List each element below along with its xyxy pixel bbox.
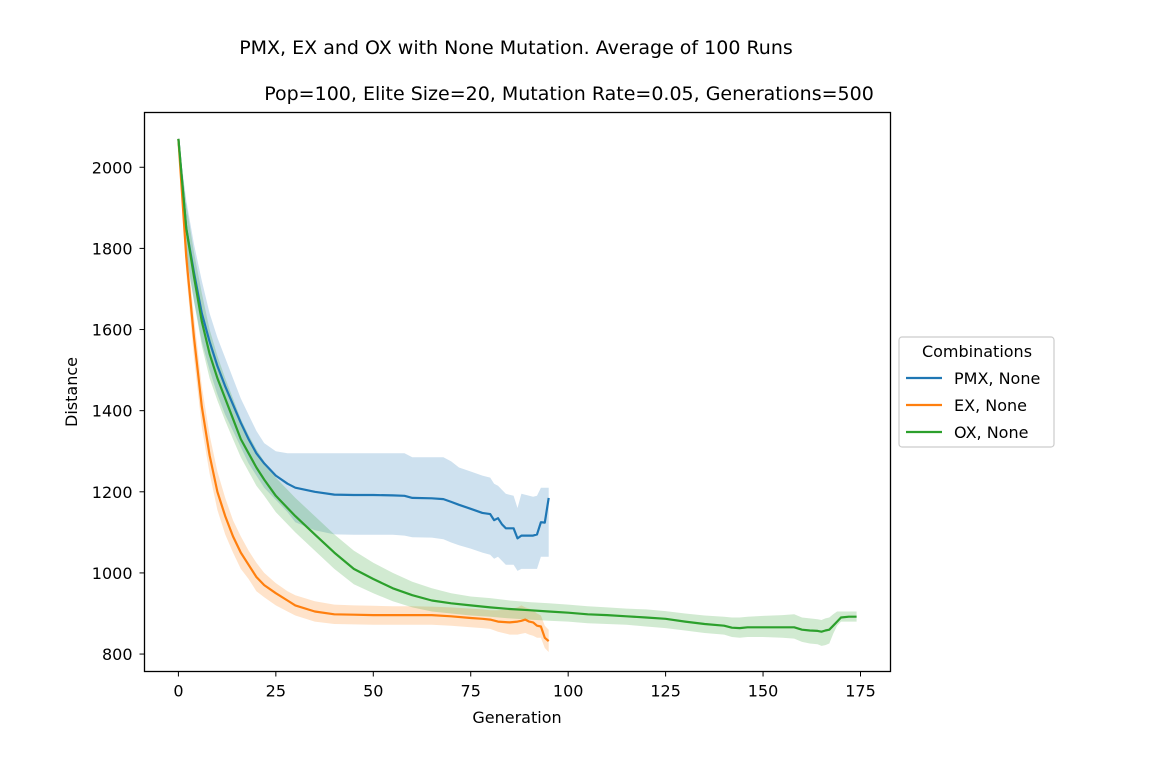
y-tick-label: 1800 (92, 239, 133, 258)
legend: Combinations PMX, None EX, None OX, None (898, 336, 1055, 448)
x-axis-ticks: 0 25 50 75 100 125 150 175 (173, 671, 876, 701)
legend-box (898, 336, 1055, 448)
x-axis-label: Generation (472, 708, 561, 727)
y-tick-label: 800 (102, 645, 133, 664)
y-tick-label: 1200 (92, 483, 133, 502)
legend-label-ox-none: OX, None (954, 423, 1028, 442)
y-axis-ticks: 800 1000 1200 1400 1600 1800 2000 (92, 158, 145, 664)
line-ox-none (177, 138, 857, 633)
x-tick-label: 150 (748, 682, 779, 701)
line-pmx-none (177, 138, 550, 540)
legend-label-ex-none: EX, None (954, 396, 1027, 415)
x-tick-label: 100 (553, 682, 584, 701)
legend-title: Combinations (922, 342, 1032, 361)
x-tick-label: 25 (266, 682, 286, 701)
chart-subtitle: Pop=100, Elite Size=20, Mutation Rate=0.… (264, 83, 874, 105)
confidence-bands (178, 138, 857, 652)
chart-title: PMX, EX and OX with None Mutation. Avera… (239, 37, 793, 59)
x-tick-label: 175 (845, 682, 876, 701)
line-ex-none (177, 138, 550, 642)
legend-entries: PMX, None EX, None OX, None (906, 369, 1040, 442)
x-tick-label: 50 (363, 682, 383, 701)
y-axis-label: Distance (62, 357, 81, 427)
x-tick-label: 0 (173, 682, 183, 701)
x-tick-label: 125 (650, 682, 681, 701)
y-tick-label: 1400 (92, 402, 133, 421)
y-tick-label: 1000 (92, 564, 133, 583)
band-pmx-none (178, 138, 549, 571)
x-tick-label: 75 (461, 682, 481, 701)
y-tick-label: 1600 (92, 321, 133, 340)
legend-label-pmx-none: PMX, None (954, 369, 1040, 388)
y-tick-label: 2000 (92, 158, 133, 177)
plot-frame (143, 111, 892, 673)
series-lines (177, 138, 857, 642)
